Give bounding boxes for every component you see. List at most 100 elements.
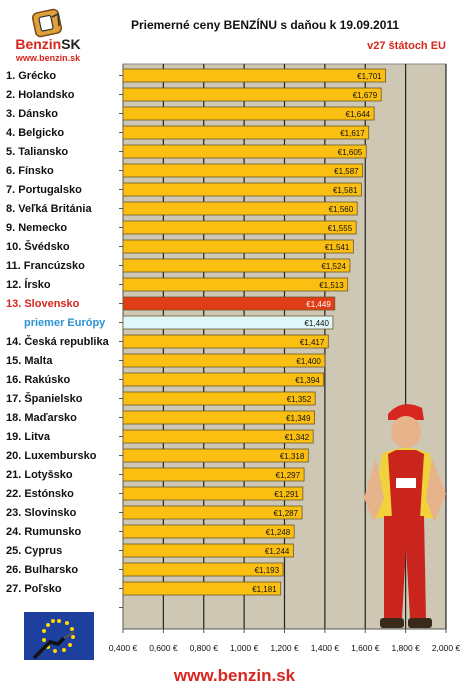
x-tick-label: 1,200 €: [270, 643, 299, 653]
category-label: 19. Litva: [6, 431, 51, 443]
category-label: 22. Estónsko: [6, 488, 74, 500]
category-label: 26. Bulharsko: [6, 564, 78, 576]
category-label: 6. Fínsko: [6, 165, 54, 177]
eu-flag-fuel-nozzle-icon: [24, 612, 94, 660]
category-label: 13. Slovensko: [6, 298, 80, 310]
data-label: €1,513: [319, 281, 344, 290]
bar: [122, 163, 364, 178]
data-label: €1,581: [333, 186, 358, 195]
category-label: 8. Veľká Británia: [6, 203, 92, 215]
data-label: €1,524: [321, 262, 346, 271]
data-label: €1,701: [357, 72, 382, 81]
category-label: 12. Írsko: [6, 278, 51, 291]
data-label: €1,400: [296, 357, 321, 366]
bar: [122, 239, 354, 254]
benzin-logo[interactable]: BenzinSK www.benzin.sk: [8, 8, 88, 66]
data-label: €1,449: [306, 300, 331, 309]
bar: [122, 429, 314, 444]
data-label: €1,181: [252, 585, 277, 594]
bar: [122, 353, 326, 368]
x-tick-label: 0,400 €: [109, 643, 138, 653]
category-label: 1. Grécko: [6, 70, 56, 82]
data-label: €1,248: [266, 528, 291, 537]
data-label: €1,587: [334, 167, 359, 176]
category-label: priemer Európy: [24, 317, 106, 329]
chart-title: Priemerné ceny BENZÍNU s daňou k 19.09.2…: [130, 18, 400, 32]
data-label: €1,193: [255, 566, 280, 575]
data-label: €1,291: [274, 490, 299, 499]
bar: [122, 106, 375, 121]
category-label: 25. Cyprus: [6, 545, 62, 557]
logo-brand: BenzinSK: [15, 36, 81, 52]
bar: [122, 486, 304, 501]
bar: [122, 68, 387, 83]
category-label: 9. Nemecko: [6, 222, 67, 234]
data-label: €1,352: [287, 395, 312, 404]
data-label: €1,287: [274, 509, 299, 518]
bar: [122, 448, 309, 463]
bar: [122, 125, 370, 140]
chart-subtitle: v27 štátoch EU: [367, 40, 446, 52]
data-label: €1,605: [338, 148, 363, 157]
bar: [122, 258, 351, 273]
bar: [122, 315, 334, 330]
data-label: €1,617: [340, 129, 365, 138]
category-label: 16. Rakúsko: [6, 374, 70, 386]
x-tick-label: 1,600 €: [351, 643, 380, 653]
category-label: 10. Švédsko: [6, 240, 70, 253]
data-label: €1,417: [300, 338, 325, 347]
data-label: €1,560: [329, 205, 354, 214]
category-label: 4. Belgicko: [6, 127, 64, 139]
bar: [122, 543, 294, 558]
data-label: €1,679: [353, 91, 378, 100]
data-label: €1,541: [325, 243, 350, 252]
category-label: 11. Francúzsko: [6, 260, 85, 272]
category-label: 27. Poľsko: [6, 583, 62, 595]
data-label: €1,318: [280, 452, 305, 461]
category-label: 21. Lotyšsko: [6, 469, 73, 481]
x-tick-label: 1,000 €: [230, 643, 259, 653]
category-label: 5. Taliansko: [6, 146, 68, 158]
category-label: 17. Španielsko: [6, 392, 83, 405]
category-label: 23. Slovinsko: [6, 507, 77, 519]
category-label: 18. Maďarsko: [6, 412, 77, 424]
data-label: €1,394: [295, 376, 320, 385]
bar: [122, 144, 367, 159]
x-tick-label: 2,000 €: [432, 643, 461, 653]
data-label: €1,644: [346, 110, 371, 119]
bar: [122, 372, 325, 387]
data-label: €1,297: [276, 471, 301, 480]
x-tick-label: 1,800 €: [391, 643, 420, 653]
data-label: €1,349: [286, 414, 311, 423]
fuel-pump-logo-icon: [31, 8, 63, 38]
data-label: €1,244: [265, 547, 290, 556]
category-label: 3. Dánsko: [6, 108, 58, 120]
data-label: €1,440: [304, 319, 329, 328]
bar: [122, 524, 295, 539]
category-label: 15. Malta: [6, 355, 53, 367]
bar: [122, 220, 357, 235]
bar: [122, 182, 362, 197]
bar: [122, 201, 358, 216]
bar: [122, 410, 315, 425]
bar: [122, 581, 282, 596]
x-tick-label: 1,400 €: [311, 643, 340, 653]
x-tick-label: 0,600 €: [149, 643, 178, 653]
footer-url[interactable]: www.benzin.sk: [173, 666, 296, 685]
x-tick-label: 0,800 €: [190, 643, 219, 653]
bar: [122, 467, 305, 482]
bar: [122, 296, 336, 311]
category-label: 20. Luxembursko: [6, 450, 97, 462]
data-label: €1,555: [328, 224, 353, 233]
bar: [122, 334, 329, 349]
category-label: 24. Rumunsko: [6, 526, 81, 538]
category-label: 14. Česká republika: [6, 335, 110, 348]
logo-url: www.benzin.sk: [15, 53, 81, 63]
category-label: 2. Holandsko: [6, 89, 75, 101]
data-label: €1,342: [285, 433, 310, 442]
bar: [122, 87, 382, 102]
bar: [122, 505, 303, 520]
bar: [122, 562, 284, 577]
gas-station-attendant-mascot: [364, 404, 446, 628]
